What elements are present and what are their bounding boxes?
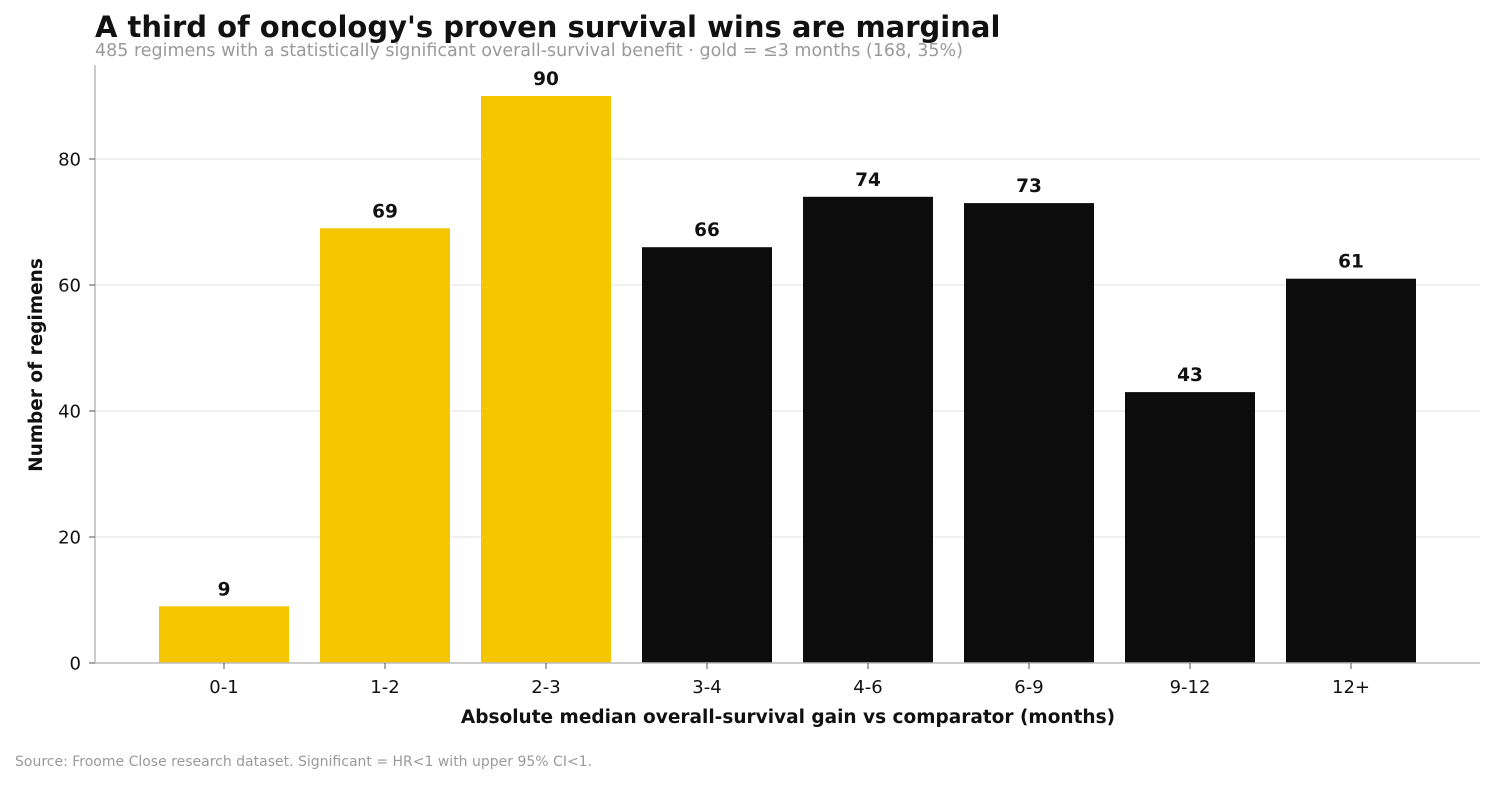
x-tick-label: 1-2 — [370, 677, 399, 698]
bar-1-2 — [320, 228, 450, 664]
data-label: 43 — [1177, 365, 1203, 386]
y-tick-labels: 0 20 40 60 80 — [58, 150, 95, 675]
x-axis-title: Absolute median overall-survival gain vs… — [461, 707, 1115, 728]
x-tick-label: 4-6 — [853, 677, 882, 698]
data-label: 90 — [533, 69, 559, 90]
data-label: 69 — [372, 201, 398, 222]
bar-9-12 — [1125, 392, 1255, 663]
data-label: 9 — [218, 579, 231, 600]
bar-12+ — [1286, 278, 1416, 663]
bar-6-9 — [964, 203, 1094, 663]
chart-title: A third of oncology's proven survival wi… — [95, 10, 1001, 44]
data-label: 74 — [855, 170, 881, 191]
x-tick-label: 3-4 — [692, 677, 721, 698]
axes — [94, 65, 1480, 664]
y-tick-label: 80 — [58, 150, 81, 171]
x-tick-label: 0-1 — [209, 677, 238, 698]
x-tick-label: 2-3 — [531, 677, 560, 698]
data-label: 66 — [694, 220, 720, 241]
bar-4-6 — [803, 196, 933, 664]
gridlines — [95, 158, 1480, 538]
x-tick-labels: 0-1 1-2 2-3 3-4 4-6 6-9 9-12 12+ — [209, 663, 1370, 698]
x-tick-label: 12+ — [1332, 677, 1370, 698]
y-axis-title: Number of regimens — [26, 258, 47, 472]
y-tick-label: 60 — [58, 276, 81, 297]
data-label: 61 — [1338, 252, 1364, 273]
source-note: Source: Froome Close research dataset. S… — [15, 754, 593, 770]
x-tick-label: 9-12 — [1170, 677, 1211, 698]
data-label: 73 — [1016, 176, 1042, 197]
bar-3-4 — [642, 247, 772, 663]
y-tick-label: 20 — [58, 528, 81, 549]
bar-2-3 — [481, 96, 611, 663]
bars — [159, 96, 1416, 664]
y-tick-label: 0 — [70, 654, 81, 675]
y-tick-label: 40 — [58, 402, 81, 423]
bar-0-1 — [159, 606, 289, 663]
data-labels: 9 69 90 66 74 73 43 61 — [218, 69, 1364, 600]
x-tick-label: 6-9 — [1014, 677, 1043, 698]
chart-subtitle: 485 regimens with a statistically signif… — [95, 41, 963, 61]
